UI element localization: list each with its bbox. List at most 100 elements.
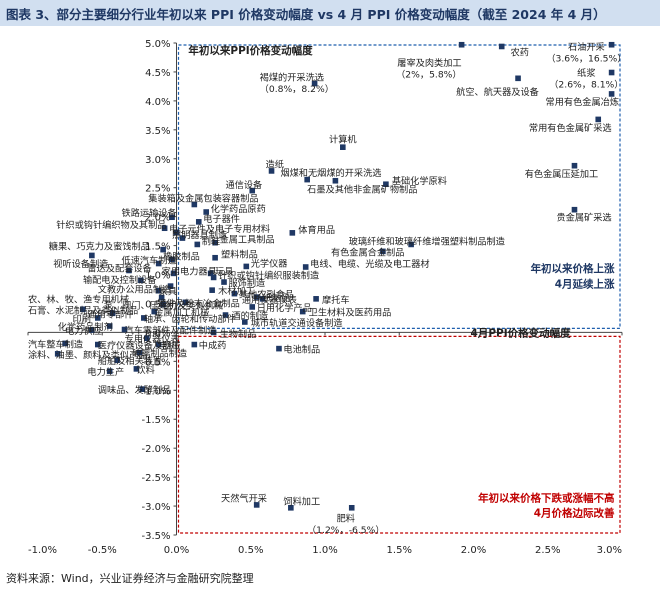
data-point: [155, 287, 162, 294]
data-label: 肥料（1.2%，-6.5%）: [307, 513, 385, 537]
data-label: 日用化学产品: [257, 302, 312, 314]
y-tick-label: 1.0%: [145, 271, 170, 282]
data-label: 泵、阀门、压缩机及类似机械: [104, 300, 223, 312]
x-tick-label: -1.0%: [28, 545, 57, 556]
data-label: 家用电力器具: [162, 265, 217, 277]
data-label: 纸浆（2.6%，8.1%）: [549, 67, 623, 91]
data-point: [253, 294, 260, 300]
data-label: 饲料加工: [283, 495, 320, 507]
y-tick-label: -1.5%: [141, 415, 170, 426]
data-label: 通信设备: [226, 179, 263, 191]
data-label: 摩托车: [322, 294, 350, 306]
data-point: [210, 329, 217, 336]
data-label: 文教办公用品制造: [98, 283, 172, 295]
data-label: 电力供应: [65, 325, 102, 337]
data-point: [109, 310, 116, 317]
data-label: 玻璃制品制造: [132, 348, 187, 360]
data-label: 印刷: [73, 313, 91, 325]
data-point: [89, 327, 95, 333]
data-point: [160, 246, 166, 253]
data-point: [209, 287, 215, 293]
y-tick-label: 2.5%: [145, 184, 170, 195]
data-point: [155, 341, 162, 348]
data-point: [289, 230, 296, 236]
data-label: 农、林、牧、渔专用机械: [28, 293, 129, 305]
data-label: 基础化学原料: [392, 175, 447, 187]
y-tick-label: -2.5%: [141, 473, 170, 484]
data-point: [155, 260, 162, 267]
x-tick-label: 2.5%: [535, 545, 560, 556]
x-tick-label: 0.0%: [164, 545, 189, 556]
data-point: [302, 264, 309, 270]
data-label: 橡胶制品: [163, 250, 200, 262]
data-point: [121, 326, 128, 333]
data-label: 有色金属压延加工: [525, 168, 599, 180]
data-point: [458, 41, 465, 48]
data-point: [158, 294, 165, 301]
data-label: 电池制品: [283, 344, 320, 356]
data-point: [304, 176, 310, 183]
data-label: 家具: [159, 286, 177, 298]
x-tick-label: 1.5%: [387, 545, 412, 556]
data-label: 农药: [511, 47, 529, 59]
data-point: [94, 315, 101, 321]
data-label: 城市轨道交通设备制造: [251, 317, 343, 329]
data-label: 低速汽车制造: [122, 254, 177, 266]
data-label: 天然气开采: [221, 492, 267, 504]
data-point: [191, 341, 198, 348]
y-tick-label: 0.5%: [145, 299, 170, 310]
data-point: [141, 315, 147, 321]
region-upper-label: 年初以来价格上涨: [531, 262, 615, 275]
data-label: 贵金属矿采选: [556, 212, 611, 224]
data-label: 调味品、发酵制品: [98, 384, 172, 396]
data-point: [408, 241, 414, 248]
y-tick-label: 1.5%: [145, 242, 170, 253]
y-tick-label: 3.5%: [145, 126, 170, 137]
data-label: 通用零部件: [87, 308, 133, 320]
data-point: [54, 351, 61, 357]
x-tick-label: 0.5%: [238, 545, 263, 556]
data-label: 造纸: [266, 158, 284, 170]
data-label: 输配电及控制设备: [83, 274, 157, 286]
data-label: 轴承、齿轮和传动部件: [144, 313, 236, 325]
data-point: [212, 239, 218, 246]
y-tick-label: 3.0%: [145, 155, 170, 166]
data-label: 航空、航天器及设备: [456, 86, 539, 98]
data-point: [195, 219, 202, 225]
data-label: 玻璃纤维和玻璃纤维增强塑料制品制造: [349, 235, 505, 247]
data-point: [179, 235, 186, 241]
data-point: [203, 209, 209, 215]
data-label: 常用有色金属矿采选: [529, 122, 612, 134]
data-label: 船舶及相关装置: [98, 355, 162, 367]
data-label: 烟煤和无烟煤的开采洗选: [280, 167, 381, 179]
data-point: [169, 256, 175, 263]
data-label: 铁路运输设备: [122, 207, 177, 219]
data-point: [221, 279, 227, 285]
data-point: [340, 144, 346, 150]
y-tick-label: -0.5%: [141, 357, 170, 368]
data-label: 化学药品制剂: [58, 321, 113, 333]
data-label: 电线、电缆、光缆及电工器材: [310, 258, 429, 270]
data-label: 纸制品: [263, 292, 291, 304]
data-point: [498, 43, 505, 50]
x-axis-title: 4月PPI价格变动幅度: [471, 326, 572, 339]
data-point: [253, 502, 260, 508]
y-tick-label: 2.0%: [145, 213, 170, 224]
data-label: 电机: [159, 340, 177, 352]
region-upper-sublabel: 4月延续上涨: [555, 277, 615, 290]
data-label: 屠宰及肉类加工（2%，5.8%）: [396, 57, 461, 81]
region-upper-box: [177, 44, 621, 330]
x-tick-label: 3.0%: [597, 545, 622, 556]
data-point: [259, 296, 266, 302]
data-label: 木材加工: [218, 285, 255, 297]
data-point: [380, 248, 386, 255]
data-label: 专用仪器仪表: [125, 333, 180, 345]
data-label: 电力生产: [87, 366, 124, 378]
data-label: 石油开采（3.6%，16.5%）: [546, 41, 626, 65]
data-point: [249, 187, 256, 194]
data-point: [299, 308, 306, 315]
data-label: 电子元件及电子专用材料: [169, 223, 270, 235]
data-point: [608, 69, 615, 76]
point-labels: 石油开采（3.6%，16.5%）纸浆（2.6%，8.1%） 常用有色金属冶炼常用有…: [28, 41, 626, 536]
